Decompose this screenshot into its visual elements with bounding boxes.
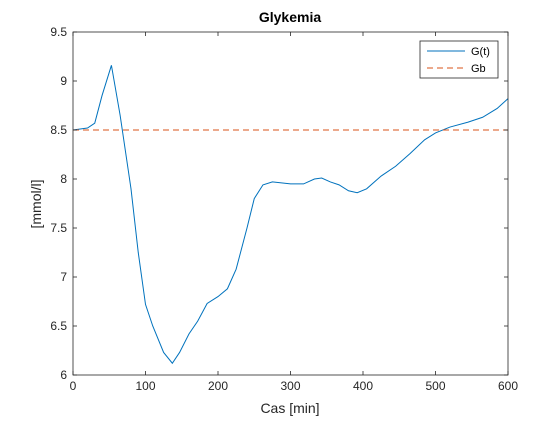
y-tick-label: 6.5 <box>50 319 67 333</box>
series-layer <box>72 65 509 365</box>
y-tick-label: 8.5 <box>50 123 67 137</box>
legend-label-gb: Gb <box>471 63 486 75</box>
x-tick-label: 400 <box>353 379 373 393</box>
y-tick-label: 9 <box>60 74 67 88</box>
y-tick-label: 8 <box>60 172 67 186</box>
y-tick-label: 7 <box>60 270 67 284</box>
x-tick-label: 300 <box>280 379 300 393</box>
y-axis-ticks: 6 6.5 7 7.5 8 8.5 9 9.5 <box>50 25 508 382</box>
legend-box <box>419 40 499 79</box>
legend-label-g-t: G(t) <box>471 46 490 58</box>
y-tick-label: 9.5 <box>50 25 67 39</box>
legend: G(t) Gb <box>419 40 499 79</box>
y-tick-label: 7.5 <box>50 221 67 235</box>
plot-area-background <box>73 32 508 375</box>
x-tick-label: 200 <box>208 379 228 393</box>
series-line-g-t <box>72 65 509 365</box>
x-tick-label: 100 <box>135 379 155 393</box>
x-tick-label: 500 <box>425 379 445 393</box>
y-axis-label: [mmol/l] <box>28 180 44 229</box>
y-tick-label: 6 <box>60 368 67 382</box>
x-tick-label: 0 <box>70 379 77 393</box>
x-tick-label: 600 <box>498 379 518 393</box>
x-axis-label: Cas [min] <box>260 400 319 416</box>
x-axis-ticks: 0 100 200 300 400 500 600 <box>70 32 518 393</box>
chart-title: Glykemia <box>259 9 321 25</box>
